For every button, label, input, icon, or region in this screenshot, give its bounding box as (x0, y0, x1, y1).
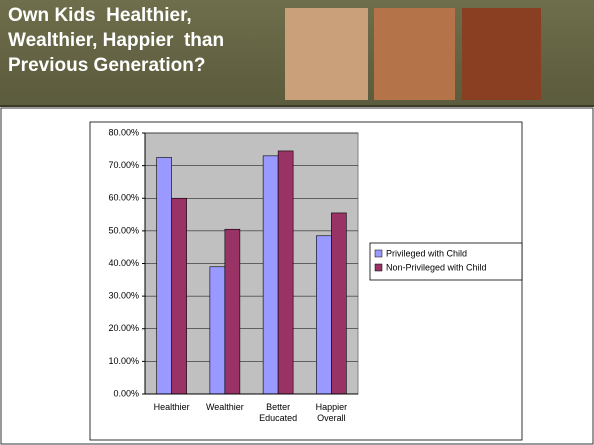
bar (224, 228, 241, 395)
y-tick-label: 10.00% (108, 356, 139, 366)
y-tick-label: 40.00% (108, 258, 139, 268)
bar (171, 197, 187, 395)
x-tick-label: Wealthier (205, 402, 244, 412)
bar (209, 266, 226, 395)
title-line: Wealthier, Happier than (8, 30, 225, 51)
y-tick-label: 50.00% (108, 225, 139, 235)
bar (316, 235, 332, 395)
legend-box (369, 242, 523, 281)
y-tick-label: 30.00% (108, 291, 139, 301)
bar (262, 155, 279, 395)
title-line: Previous Generation? (8, 55, 206, 76)
x-tick-label: Better Educated (259, 402, 298, 423)
legend-swatch (374, 249, 383, 258)
legend-swatch (374, 263, 383, 272)
title-line: Own Kids Healthier, (8, 5, 192, 26)
x-tick-label: Healthier (153, 402, 190, 412)
bar (331, 212, 347, 395)
y-tick-label: 70.00% (108, 160, 139, 170)
bar (277, 150, 294, 395)
photo (462, 8, 541, 100)
legend-label: Non-Privileged with Child (386, 262, 487, 272)
bar (156, 157, 172, 395)
legend-label: Privileged with Child (386, 248, 467, 258)
y-tick-label: 60.00% (108, 193, 139, 203)
photo (374, 8, 455, 100)
x-tick-label: Happier Overall (315, 402, 348, 423)
photo (285, 8, 368, 100)
y-tick-label: 80.00% (108, 127, 139, 137)
y-tick-label: 0.00% (113, 388, 139, 398)
body-frame (0, 107, 594, 445)
y-tick-label: 20.00% (108, 323, 139, 333)
